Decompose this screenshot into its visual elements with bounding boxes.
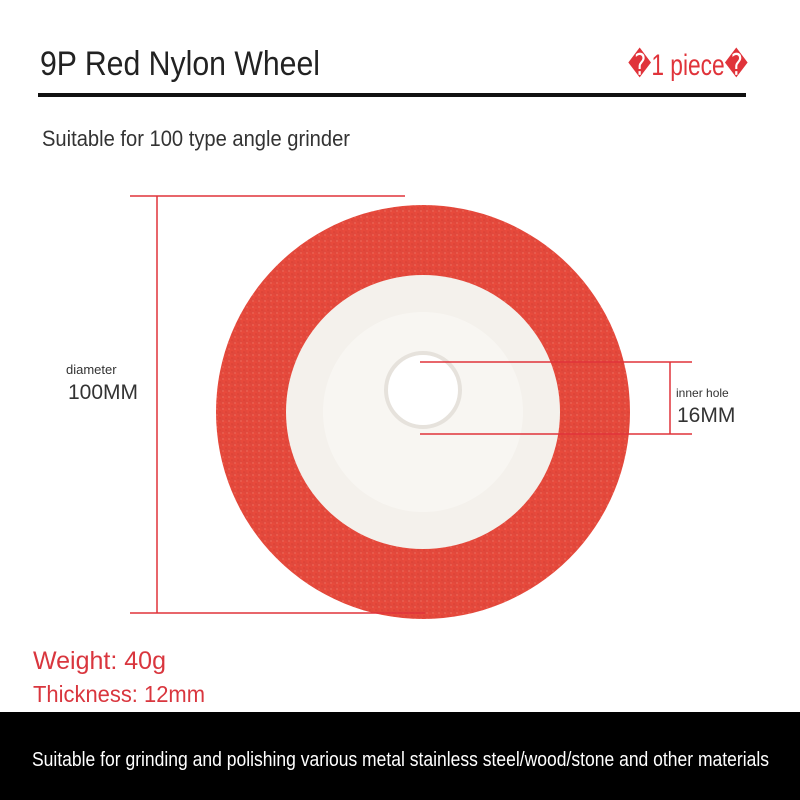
quantity: �1 piece�	[628, 47, 748, 82]
footer-bar	[0, 712, 800, 800]
center-hole	[384, 351, 462, 429]
divider	[38, 93, 746, 97]
weight: Weight: 40g	[33, 647, 166, 675]
thickness: Thickness: 12mm	[33, 681, 205, 707]
title: 9P Red Nylon Wheel	[40, 45, 320, 83]
diameter-value: 100MM	[68, 381, 138, 404]
footer-text: Suitable for grinding and polishing vari…	[32, 749, 769, 771]
hole-value: 16MM	[677, 404, 735, 427]
subtitle: Suitable for 100 type angle grinder	[42, 126, 350, 151]
dimension-lines	[130, 195, 692, 614]
hole-label: inner hole	[676, 386, 729, 400]
wheel	[216, 205, 630, 619]
diameter-label: diameter	[66, 362, 117, 377]
